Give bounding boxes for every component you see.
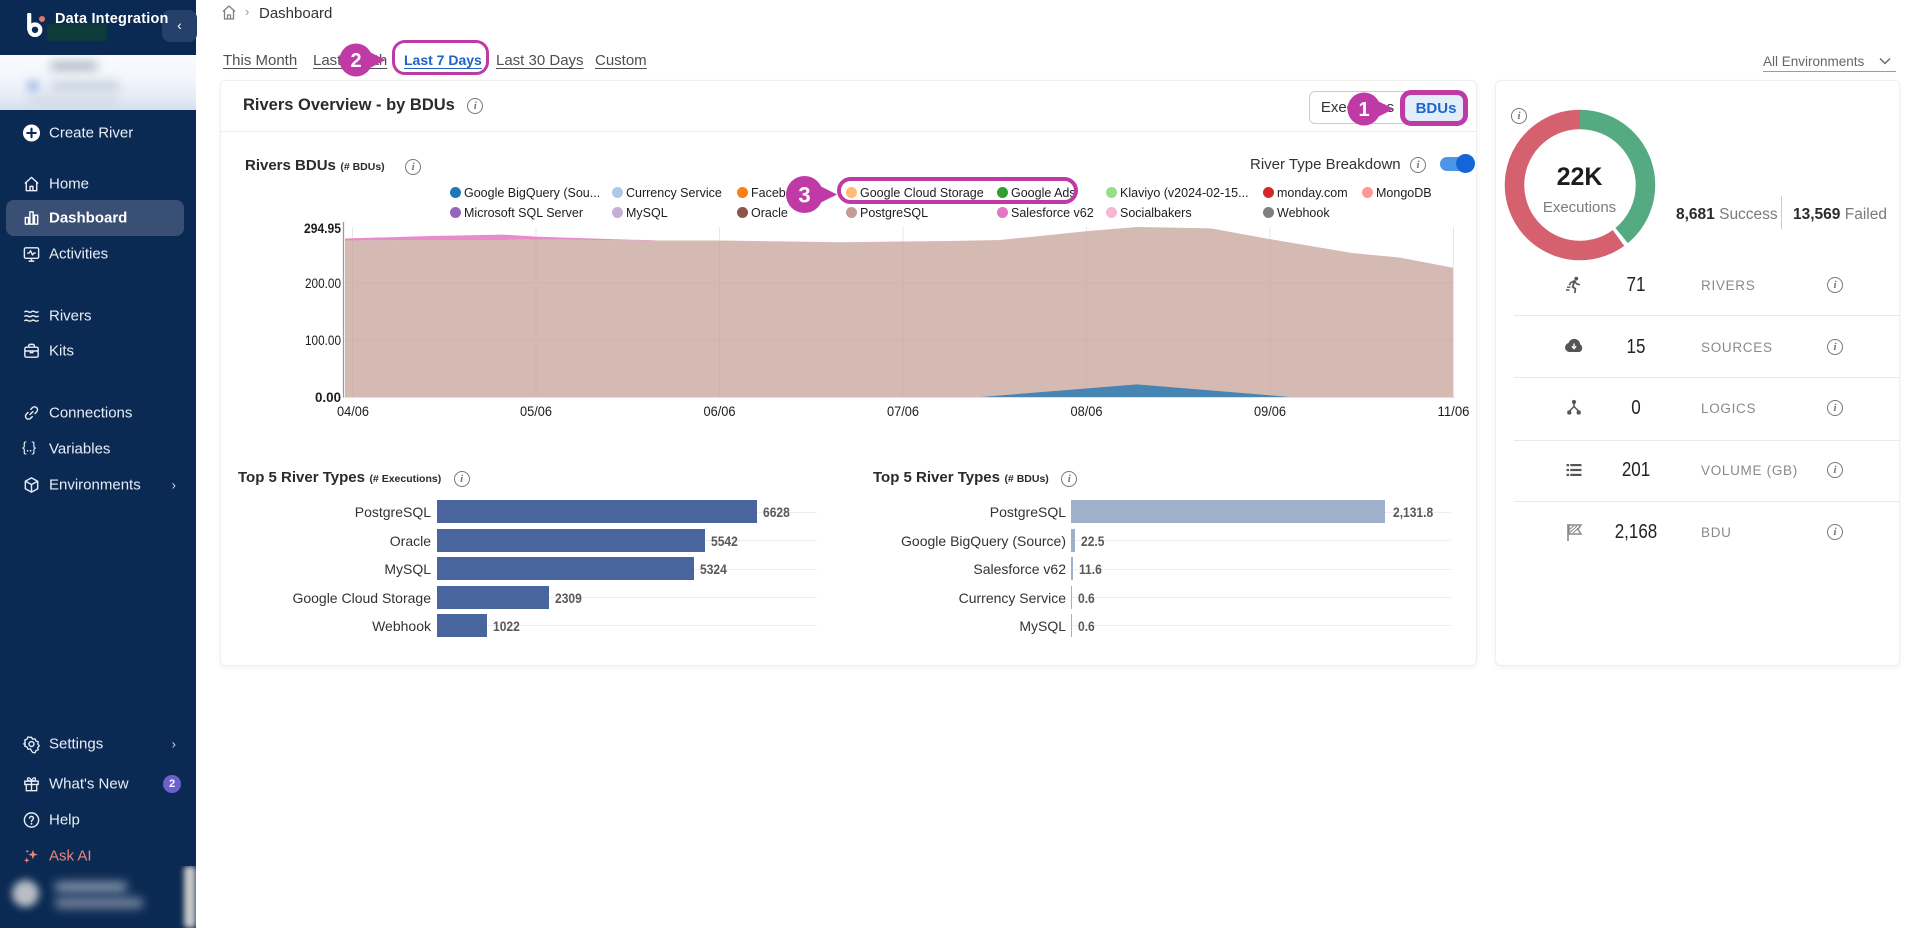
svg-text:2: 2 (350, 50, 361, 72)
svg-text:06/06: 06/06 (704, 403, 736, 419)
svg-text:294.95: 294.95 (304, 220, 341, 236)
svg-text:200.00: 200.00 (305, 275, 341, 291)
svg-text:04/06: 04/06 (337, 403, 369, 419)
svg-text:0.00: 0.00 (315, 389, 341, 405)
svg-text:05/06: 05/06 (520, 403, 552, 419)
svg-text:100.00: 100.00 (305, 332, 341, 348)
svg-text:11/06: 11/06 (1438, 403, 1470, 419)
svg-text:3: 3 (798, 182, 810, 207)
svg-text:08/06: 08/06 (1071, 403, 1103, 419)
svg-text:1: 1 (1358, 99, 1369, 121)
svg-text:07/06: 07/06 (887, 403, 919, 419)
svg-text:09/06: 09/06 (1254, 403, 1286, 419)
